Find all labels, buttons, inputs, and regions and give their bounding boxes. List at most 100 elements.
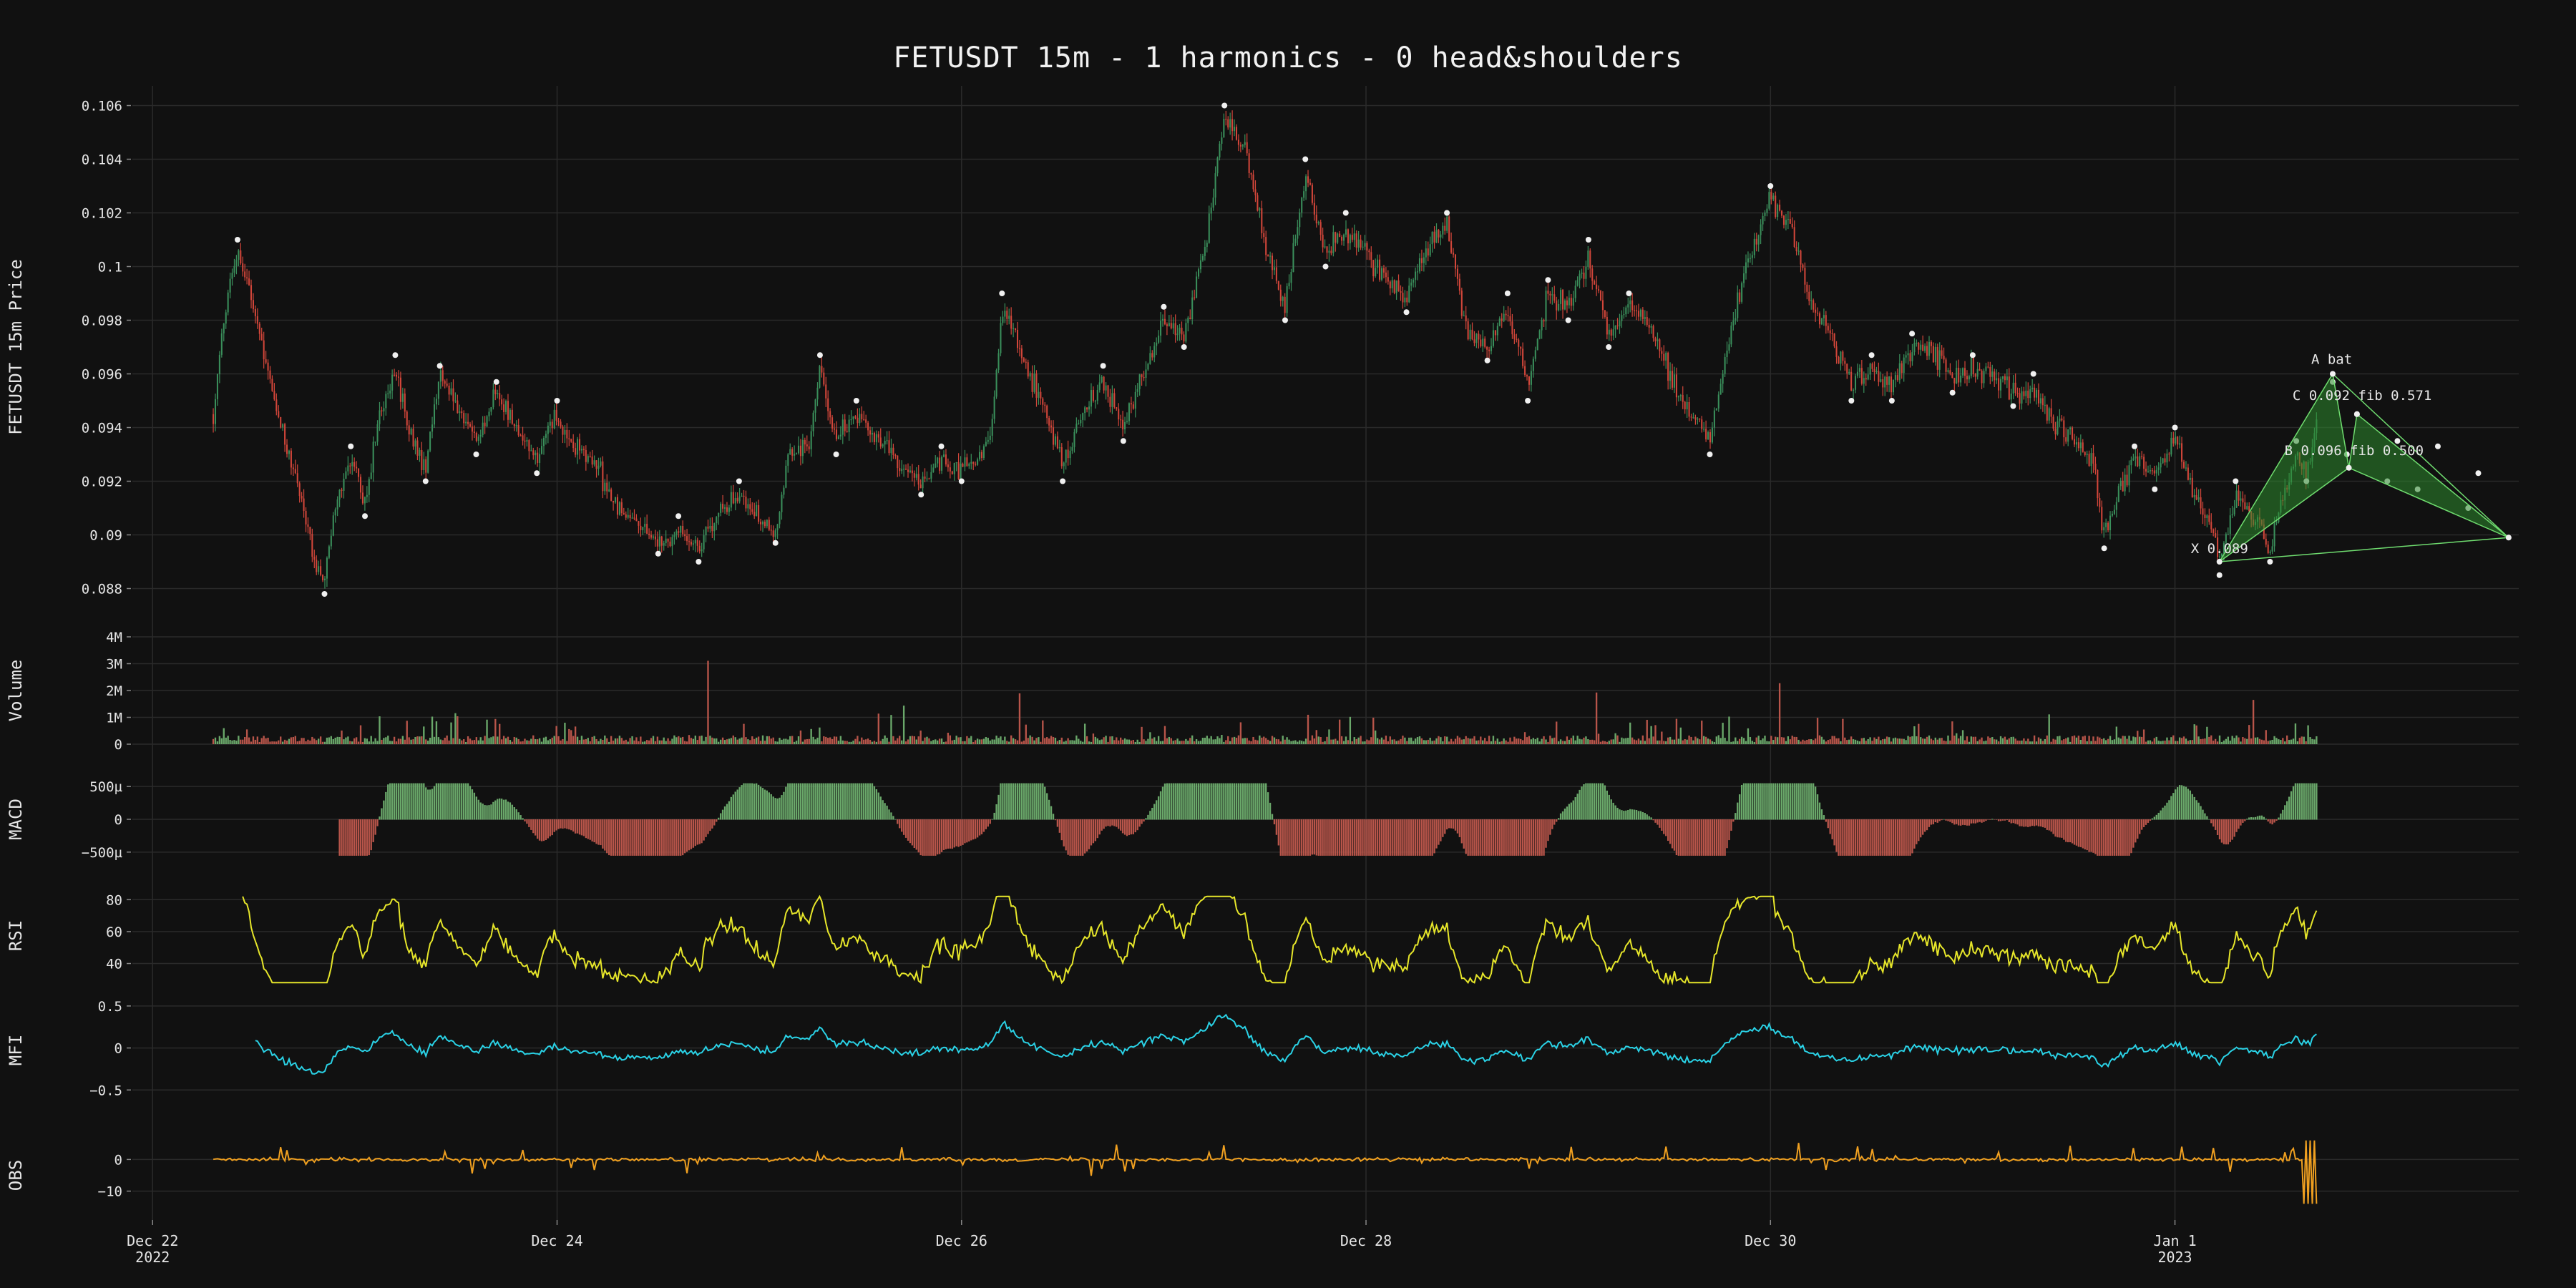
volume-bar xyxy=(616,738,619,744)
volume-bar xyxy=(721,737,724,744)
macd-bar xyxy=(515,809,517,820)
volume-bar xyxy=(902,706,905,744)
candle-body xyxy=(463,413,465,424)
candle-body xyxy=(347,465,349,472)
macd-bar xyxy=(2147,819,2150,823)
pivot-dot xyxy=(853,398,859,404)
candle-body xyxy=(482,422,484,435)
candle-body xyxy=(1235,127,1238,140)
candle-body xyxy=(1920,344,1922,350)
candle-body xyxy=(383,408,385,411)
volume-bar xyxy=(1170,738,1172,744)
macd-bar xyxy=(2260,815,2263,820)
macd-bar xyxy=(1538,819,1541,856)
candle-body xyxy=(1739,292,1741,302)
volume-bar xyxy=(2025,741,2027,744)
candle-body xyxy=(2227,534,2229,535)
macd-bar xyxy=(1469,819,1471,856)
macd-bar xyxy=(972,819,975,840)
volume-bar xyxy=(1353,737,1355,744)
volume-bar xyxy=(267,737,269,744)
macd-bar xyxy=(1541,819,1543,856)
macd-bar xyxy=(642,819,644,856)
volume-bar xyxy=(631,736,633,744)
macd-bar xyxy=(732,794,734,820)
macd-bar xyxy=(793,783,796,820)
macd-bar xyxy=(1267,792,1269,820)
candle-body xyxy=(711,525,713,532)
candle-body xyxy=(1069,450,1071,459)
candle-body xyxy=(2177,436,2179,445)
macd-bar xyxy=(2101,819,2103,856)
macd-bar xyxy=(1132,819,1134,834)
volume-bar xyxy=(1846,740,1848,744)
macd-bar xyxy=(928,819,930,856)
volume-bar xyxy=(892,736,894,744)
macd-bar xyxy=(1302,819,1305,856)
volume-bar xyxy=(1920,737,1922,744)
macd-bar xyxy=(1471,819,1473,856)
macd-bar xyxy=(1589,783,1591,820)
volume-bar xyxy=(229,740,231,744)
candle-body xyxy=(313,557,316,560)
candle-body xyxy=(1983,371,1985,384)
volume-bar xyxy=(1583,737,1585,744)
macd-bar xyxy=(1686,819,1688,856)
volume-bar xyxy=(610,736,613,744)
macd-bar xyxy=(1458,819,1461,837)
volume-bar xyxy=(2303,736,2305,744)
macd-bar xyxy=(1581,786,1583,820)
volume-bar xyxy=(2101,738,2103,744)
candle-body xyxy=(1471,329,1473,340)
candle-body xyxy=(1410,282,1413,286)
volume-bar xyxy=(429,737,431,744)
volume-bar xyxy=(1747,728,1750,744)
macd-bar xyxy=(1846,819,1848,856)
macd-bar xyxy=(484,805,486,820)
candle-body xyxy=(2113,509,2115,514)
candle-body xyxy=(623,512,625,514)
volume-bar xyxy=(568,728,570,744)
macd-bar xyxy=(497,799,499,820)
volume-bar xyxy=(311,736,313,744)
macd-bar xyxy=(1362,819,1364,856)
volume-bar xyxy=(372,741,374,744)
macd-bar xyxy=(2233,819,2235,837)
volume-bar xyxy=(1991,737,1994,744)
pivot-dot xyxy=(493,379,499,385)
candle-body xyxy=(1690,416,1692,418)
macd-bar xyxy=(1770,783,1772,820)
candle-body xyxy=(831,417,834,429)
volume-bar xyxy=(718,741,720,744)
macd-bar xyxy=(839,783,842,820)
macd-bar xyxy=(2008,819,2010,822)
candle-body xyxy=(1326,246,1328,253)
volume-bar xyxy=(1335,738,1337,744)
macd-bar xyxy=(1038,783,1040,820)
volume-bar xyxy=(1766,741,1768,744)
candle-body xyxy=(1652,326,1654,338)
volume-bar xyxy=(2008,738,2010,744)
macd-bar xyxy=(1446,819,1448,830)
candle-body xyxy=(1926,346,1928,356)
candle-body xyxy=(1322,234,1324,248)
candle-body xyxy=(1682,395,1684,402)
volume-bar xyxy=(2048,714,2050,744)
volume-bar xyxy=(566,741,568,744)
volume-bar xyxy=(1219,738,1221,744)
price-tick-label: 0.098 xyxy=(82,313,122,329)
candle-body xyxy=(532,450,535,456)
volume-bar xyxy=(2077,736,2080,744)
volume-bar xyxy=(2086,741,2088,744)
macd-bar xyxy=(532,819,535,834)
volume-bar xyxy=(1273,737,1276,744)
candle-body xyxy=(2195,494,2197,500)
candle-body xyxy=(1048,418,1050,426)
candle-body xyxy=(2117,486,2119,502)
volume-bar xyxy=(216,741,219,744)
volume-bar xyxy=(1860,738,1863,744)
volume-bar xyxy=(716,738,718,744)
candle-body xyxy=(444,381,446,384)
macd-bar xyxy=(421,783,423,820)
volume-bar xyxy=(1802,739,1804,744)
